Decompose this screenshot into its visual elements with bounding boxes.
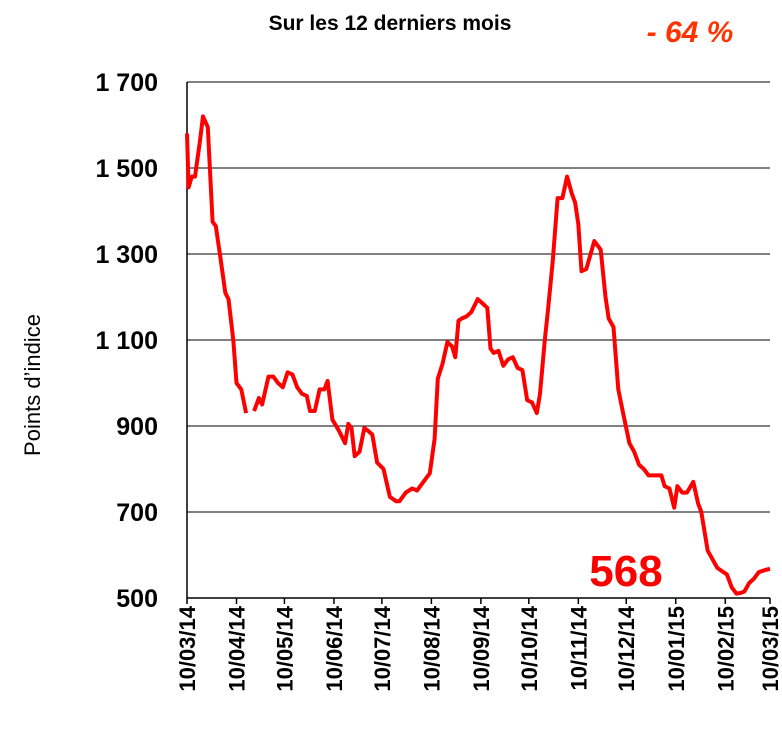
y-tick-label: 1 700 [95, 69, 158, 97]
y-tick-label: 1 300 [95, 241, 158, 269]
x-tick-label: 10/09/14 [469, 605, 494, 691]
y-tick-label: 500 [116, 585, 158, 613]
x-tick-label: 10/05/14 [272, 605, 297, 691]
x-tick-label: 10/03/15 [758, 606, 782, 692]
x-tick-label: 10/03/14 [175, 605, 200, 691]
y-tick-label: 900 [116, 413, 158, 441]
x-tick-label: 10/04/14 [225, 605, 250, 691]
x-tick-label: 10/01/15 [664, 606, 689, 692]
x-tick-label: 10/10/14 [517, 605, 542, 691]
x-tick-label: 10/02/15 [713, 606, 738, 692]
x-tick-label: 10/06/14 [322, 605, 347, 691]
chart-title: Sur les 12 derniers mois [269, 12, 512, 35]
x-tick-label: 10/12/14 [614, 605, 639, 691]
y-tick-label: 700 [116, 499, 158, 527]
y-tick-label: 1 500 [95, 155, 158, 183]
x-tick-label: 10/11/14 [566, 605, 591, 690]
y-axis-label: Points d’indice [20, 314, 45, 456]
y-tick-label: 1 100 [95, 327, 158, 355]
x-tick-label: 10/08/14 [419, 605, 444, 691]
line-series [185, 114, 771, 596]
change-annotation: - 64 % [647, 16, 734, 49]
last-value-annotation: 568 [589, 547, 662, 596]
x-tick-label: 10/07/14 [370, 605, 395, 691]
